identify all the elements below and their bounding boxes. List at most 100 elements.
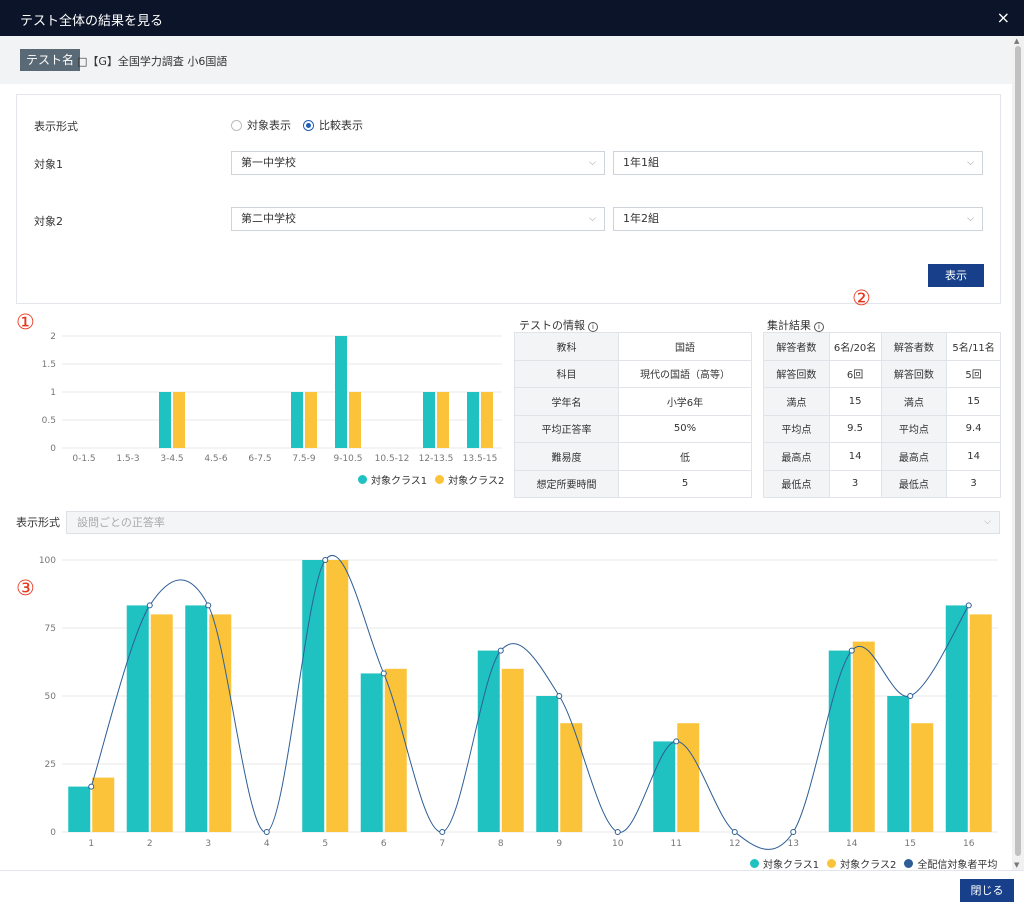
legend-item-class2[interactable]: 対象クラス2 xyxy=(435,472,504,487)
summary-row: 満点 15 満点 15 xyxy=(763,387,1001,416)
x-tick-label: 2 xyxy=(147,839,153,849)
legend-label-class2: 対象クラス2 xyxy=(448,476,505,487)
summary-value: 15 xyxy=(946,387,1001,416)
bar-class2 xyxy=(969,614,992,832)
bar-class1 xyxy=(291,392,303,448)
summary-key: 平均点 xyxy=(763,414,830,443)
question-display-value: 設問ごとの正答率 xyxy=(77,516,165,529)
target2-school-select[interactable]: 第二中学校 ⌵ xyxy=(231,207,605,231)
bar-class2 xyxy=(437,392,449,448)
target1-label: 対象1 xyxy=(34,158,63,171)
summary-row: 解答回数 6回 解答回数 5回 xyxy=(763,359,1001,388)
test-info-title: テストの情報 i xyxy=(519,317,598,333)
bar-class2 xyxy=(384,668,407,832)
info-icon[interactable]: i xyxy=(588,322,598,332)
footer-divider xyxy=(0,870,1024,871)
summary-key: 解答者数 xyxy=(880,332,948,361)
test-info-row: 科目 現代の国語（高等） xyxy=(514,359,752,388)
test-info-row: 教科 国語 xyxy=(514,332,752,361)
filter-panel: 表示形式 対象表示 比較表示 対象1 第一中学校 ⌵ 1年1組 ⌵ 対象2 第二… xyxy=(16,94,1001,304)
x-tick-label: 7 xyxy=(439,839,445,849)
bar-class1 xyxy=(467,392,479,448)
radio-compare-display-label[interactable]: 比較表示 xyxy=(319,119,363,132)
bar-class1 xyxy=(360,673,383,832)
test-info-row: 想定所要時間 5 xyxy=(514,469,752,498)
x-tick-label: 6 xyxy=(381,839,387,849)
legend-item-average[interactable]: 全配信対象者平均 xyxy=(904,856,997,871)
x-tick-label: 9 xyxy=(556,839,562,849)
marker-2: ② xyxy=(852,286,871,310)
average-point xyxy=(790,829,797,835)
target1-class-select[interactable]: 1年1組 ⌵ xyxy=(613,151,983,175)
y-tick-label: 0 xyxy=(50,444,56,454)
summary-key: 解答回数 xyxy=(880,359,948,388)
average-point xyxy=(263,829,270,835)
show-button[interactable]: 表示 xyxy=(928,264,984,287)
target2-class-select[interactable]: 1年2組 ⌵ xyxy=(613,207,983,231)
x-tick-label: 4 xyxy=(264,839,270,849)
radio-target-display[interactable] xyxy=(231,119,242,131)
average-point xyxy=(88,783,95,790)
legend-item-class1[interactable]: 対象クラス1 xyxy=(358,472,427,487)
bar-class1 xyxy=(477,650,500,832)
x-tick-label: 1 xyxy=(88,839,94,849)
bar-class1 xyxy=(68,786,91,832)
y-tick-label: 2 xyxy=(50,332,56,342)
y-tick-label: 0.5 xyxy=(42,416,56,426)
average-point xyxy=(907,693,914,699)
bar-class1 xyxy=(536,696,559,832)
test-name-label: テスト名 xyxy=(20,49,81,71)
test-info-value: 小学6年 xyxy=(618,387,752,416)
legend-item-class2[interactable]: 対象クラス2 xyxy=(827,856,896,871)
summary-value: 6名/20名 xyxy=(828,332,882,361)
bar-class2 xyxy=(326,560,349,832)
x-tick-label: 3 xyxy=(205,839,211,849)
chevron-down-icon: ⌵ xyxy=(967,158,974,168)
radio-target-display-label[interactable]: 対象表示 xyxy=(247,119,291,132)
x-tick-label: 12-13.5 xyxy=(419,454,454,464)
x-tick-label: 14 xyxy=(846,839,858,849)
scroll-down-arrow-icon[interactable]: ▼ xyxy=(1014,861,1020,869)
x-tick-label: 1.5-3 xyxy=(116,454,139,464)
legend-dot-class2 xyxy=(827,859,837,868)
scroll-up-arrow-icon[interactable]: ▲ xyxy=(1014,37,1020,45)
test-info-value: 低 xyxy=(618,442,752,471)
bar-class2 xyxy=(677,723,700,832)
chevron-down-icon: ⌵ xyxy=(967,214,974,224)
legend-label-class1: 対象クラス1 xyxy=(763,860,820,871)
modal-header: テスト全体の結果を見る × xyxy=(0,0,1024,36)
test-info-row: 難易度低 xyxy=(514,442,752,471)
x-tick-label: 0-1.5 xyxy=(72,454,95,464)
test-info-value: 5 xyxy=(618,469,752,498)
legend-dot-class2 xyxy=(435,475,445,484)
average-point xyxy=(205,602,212,609)
summary-value: 6回 xyxy=(828,359,882,388)
summary-key: 解答回数 xyxy=(763,359,830,388)
legend-item-class1[interactable]: 対象クラス1 xyxy=(750,856,819,871)
info-icon[interactable]: i xyxy=(814,322,824,332)
x-tick-label: 15 xyxy=(905,839,916,849)
x-tick-label: 6-7.5 xyxy=(248,454,271,464)
average-point xyxy=(439,829,446,835)
average-line xyxy=(90,555,970,850)
bar-class2 xyxy=(911,723,934,832)
x-tick-label: 8 xyxy=(498,839,504,849)
modal-title: テスト全体の結果を見る xyxy=(20,14,164,29)
radio-compare-display[interactable] xyxy=(303,119,314,131)
bar-class1 xyxy=(423,392,435,448)
close-icon[interactable]: × xyxy=(996,8,1010,27)
bar-class1 xyxy=(185,605,208,832)
target1-school-select[interactable]: 第一中学校 ⌵ xyxy=(231,151,605,175)
average-point xyxy=(673,738,680,745)
summary-row: 解答者数 6名/20名 解答者数 5名/11名 xyxy=(763,332,1001,361)
average-point xyxy=(614,829,621,835)
bar-class1 xyxy=(653,741,676,832)
average-point xyxy=(146,602,153,609)
bar-class1 xyxy=(945,605,968,832)
scrollbar[interactable]: ▲ ▼ xyxy=(1012,36,1024,870)
scrollbar-thumb[interactable] xyxy=(1015,46,1021,856)
x-tick-label: 16 xyxy=(963,839,975,849)
close-button[interactable]: 閉じる xyxy=(960,879,1014,902)
target2-label: 対象2 xyxy=(34,215,63,228)
summary-key: 最低点 xyxy=(880,469,948,498)
